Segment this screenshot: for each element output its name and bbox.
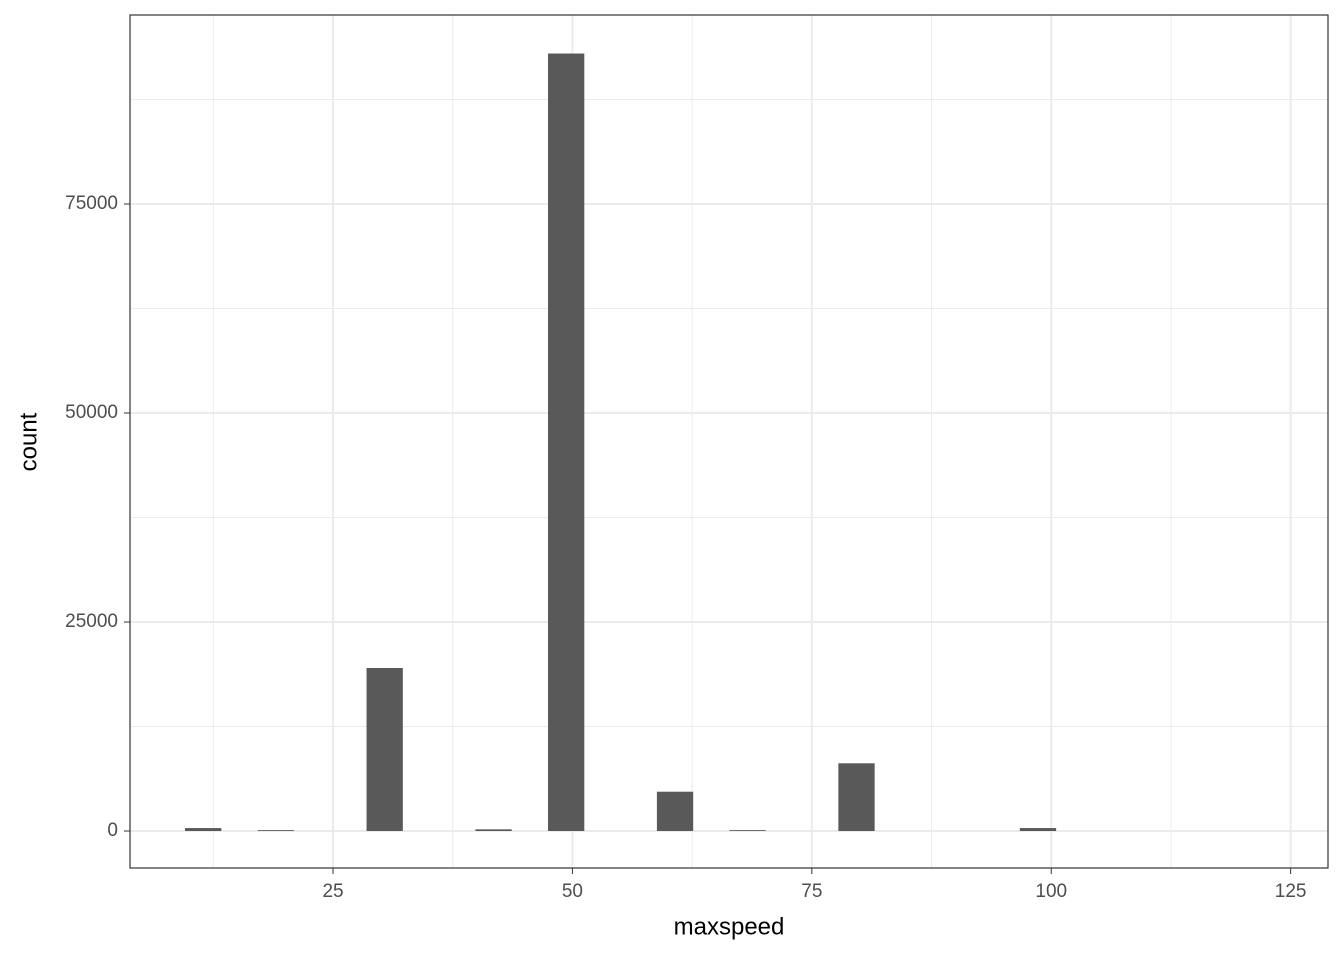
x-axis-label: maxspeed (674, 913, 785, 940)
x-tick-label: 100 (1035, 881, 1067, 902)
y-tick-label: 25000 (65, 611, 118, 632)
x-tick-label: 125 (1275, 881, 1307, 902)
x-tick-label: 75 (801, 881, 822, 902)
x-tick-label: 50 (562, 881, 583, 902)
bar (257, 830, 294, 831)
bar (366, 667, 403, 831)
bar (838, 763, 875, 831)
y-tick-label: 75000 (65, 193, 118, 214)
y-axis-label: count (15, 412, 42, 471)
panel-border (129, 14, 1329, 869)
bar (656, 791, 694, 831)
y-tick-label: 0 (107, 820, 118, 841)
panel (130, 15, 1328, 868)
bar (729, 830, 766, 831)
x-tick-label: 25 (322, 881, 343, 902)
bar (185, 828, 222, 831)
bar (475, 829, 512, 831)
bar (548, 53, 585, 831)
bar (1019, 828, 1057, 831)
y-tick-label: 50000 (65, 402, 118, 423)
